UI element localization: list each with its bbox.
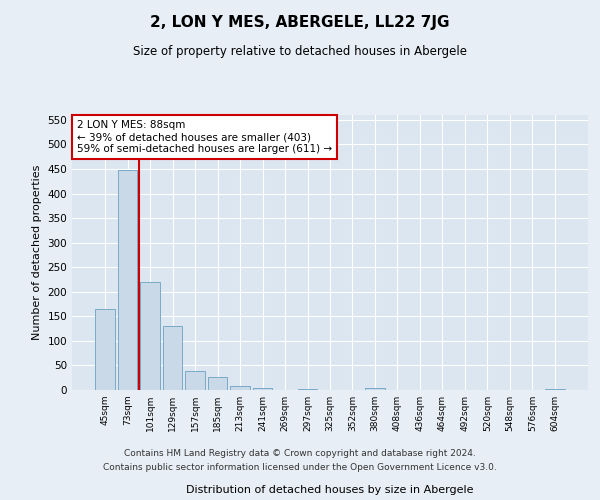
Text: 2 LON Y MES: 88sqm
← 39% of detached houses are smaller (403)
59% of semi-detach: 2 LON Y MES: 88sqm ← 39% of detached hou…: [77, 120, 332, 154]
Bar: [140, 282, 160, 390]
Bar: [298, 388, 317, 390]
Text: Distribution of detached houses by size in Abergele: Distribution of detached houses by size …: [186, 485, 474, 495]
Y-axis label: Number of detached properties: Number of detached properties: [32, 165, 42, 340]
Text: Contains HM Land Registry data © Crown copyright and database right 2024.: Contains HM Land Registry data © Crown c…: [124, 448, 476, 458]
Bar: [185, 372, 205, 390]
Text: Contains public sector information licensed under the Open Government Licence v3: Contains public sector information licen…: [103, 464, 497, 472]
Bar: [545, 388, 565, 390]
Text: 2, LON Y MES, ABERGELE, LL22 7JG: 2, LON Y MES, ABERGELE, LL22 7JG: [150, 15, 450, 30]
Bar: [253, 388, 272, 390]
Text: Size of property relative to detached houses in Abergele: Size of property relative to detached ho…: [133, 45, 467, 58]
Bar: [163, 326, 182, 390]
Bar: [95, 309, 115, 390]
Bar: [208, 377, 227, 390]
Bar: [230, 386, 250, 390]
Bar: [118, 170, 137, 390]
Bar: [365, 388, 385, 390]
